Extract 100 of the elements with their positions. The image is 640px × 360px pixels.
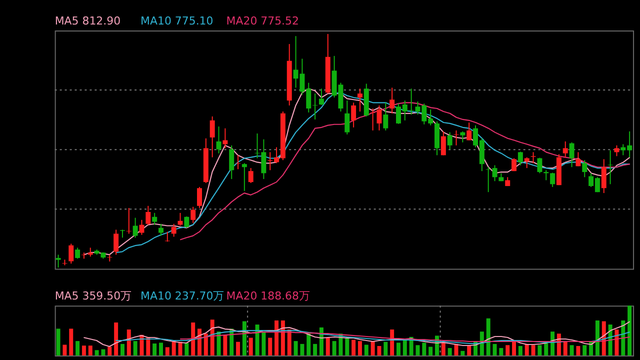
bar xyxy=(570,345,574,356)
candlestick xyxy=(216,126,222,154)
candlestick xyxy=(344,100,350,135)
bar xyxy=(268,338,272,356)
bar xyxy=(216,332,221,356)
candlestick xyxy=(550,172,556,188)
bar xyxy=(56,328,60,356)
bar xyxy=(506,345,510,356)
candlestick xyxy=(56,254,61,268)
candlestick xyxy=(242,162,247,192)
bar xyxy=(62,344,67,356)
candlestick xyxy=(454,130,459,146)
bar xyxy=(422,342,426,356)
candlestick xyxy=(569,142,574,168)
candlestick xyxy=(518,151,523,166)
candlestick xyxy=(614,144,620,157)
bar xyxy=(563,342,568,356)
candlestick xyxy=(440,130,446,156)
bar xyxy=(370,341,375,356)
candlestick xyxy=(62,259,68,266)
bar xyxy=(402,340,407,356)
bar xyxy=(396,342,400,356)
candlestick xyxy=(576,152,581,167)
candlestick xyxy=(164,231,170,242)
candlestick xyxy=(132,217,138,238)
bar xyxy=(460,350,465,356)
candlestick xyxy=(178,212,183,226)
candlestick xyxy=(351,102,356,128)
bar xyxy=(191,322,196,356)
bar xyxy=(416,345,420,356)
candlestick xyxy=(190,206,196,224)
candlestick xyxy=(582,160,588,178)
candlestick xyxy=(530,152,536,164)
bar xyxy=(332,341,336,356)
candlestick xyxy=(229,144,234,180)
bar xyxy=(114,322,118,356)
candlestick xyxy=(114,229,119,256)
text: MA5 812.90 xyxy=(54,14,121,28)
bar xyxy=(428,346,433,356)
candlestick xyxy=(383,102,388,131)
candlestick xyxy=(81,252,86,260)
candlestick xyxy=(236,154,241,170)
bar xyxy=(262,332,266,356)
bar xyxy=(152,343,157,356)
bar xyxy=(120,344,124,356)
bar xyxy=(628,306,632,356)
bar xyxy=(306,334,311,356)
bar xyxy=(165,347,170,356)
candlestick xyxy=(318,88,324,106)
bar xyxy=(204,334,208,356)
candlestick xyxy=(357,88,362,112)
bar xyxy=(236,342,240,356)
bar xyxy=(184,343,189,356)
candlestick xyxy=(184,216,190,228)
bar xyxy=(595,320,600,356)
candlestick xyxy=(146,205,151,226)
text: MA10 237.70万 xyxy=(140,290,224,303)
bar xyxy=(223,334,228,356)
candlestick xyxy=(524,156,530,169)
candlestick xyxy=(460,130,466,143)
candlestick xyxy=(126,207,132,234)
bar xyxy=(69,328,74,356)
candlestick xyxy=(75,247,80,260)
bar xyxy=(582,345,587,356)
candlestick xyxy=(158,223,164,236)
bar xyxy=(531,345,536,356)
candlestick xyxy=(68,243,74,264)
bar xyxy=(248,338,253,356)
candlestick xyxy=(466,122,472,141)
bar xyxy=(126,329,131,356)
bar xyxy=(88,346,92,356)
bar xyxy=(524,344,529,356)
bar xyxy=(441,342,446,356)
bar xyxy=(94,350,99,356)
bar xyxy=(345,338,350,356)
candlestick xyxy=(390,87,395,114)
bar xyxy=(82,346,86,356)
bar xyxy=(576,346,580,356)
bar xyxy=(486,318,490,356)
candlestick xyxy=(537,157,542,174)
bar xyxy=(538,345,542,356)
bar xyxy=(133,341,138,356)
candlestick xyxy=(152,212,158,226)
bar xyxy=(274,320,279,356)
bar xyxy=(146,338,150,356)
text: MA20 188.68万 xyxy=(226,290,310,303)
bar xyxy=(614,329,619,356)
bar xyxy=(326,338,330,356)
bar xyxy=(280,320,285,356)
bar xyxy=(358,341,362,356)
bar xyxy=(512,341,516,356)
bar xyxy=(480,332,484,356)
candlestick xyxy=(197,186,202,208)
bar xyxy=(492,344,497,356)
bar xyxy=(518,346,522,356)
bar xyxy=(172,341,176,356)
bar xyxy=(101,349,106,356)
candlestick xyxy=(512,158,517,172)
candlestick xyxy=(171,223,176,238)
bar xyxy=(589,342,594,356)
